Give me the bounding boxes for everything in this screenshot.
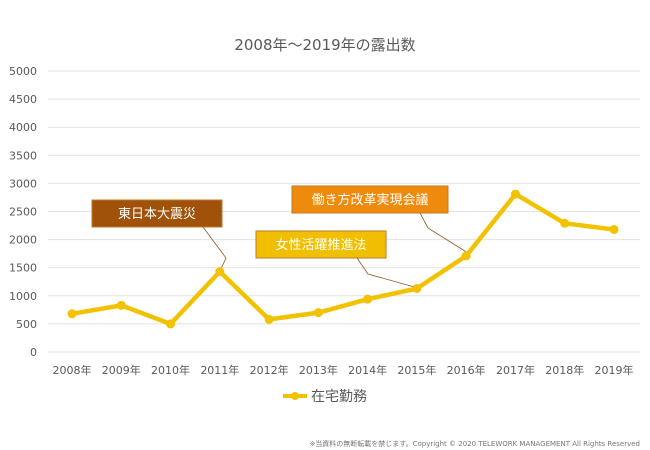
y-tick-label: 1500 [9, 262, 37, 275]
data-point [609, 224, 619, 234]
x-tick-label: 2018年 [545, 363, 584, 377]
annotation-leader-line [419, 212, 469, 254]
data-point [313, 308, 323, 318]
y-tick-label: 3500 [9, 149, 37, 162]
annotation-box [291, 185, 449, 214]
x-tick-label: 2019年 [595, 363, 634, 377]
x-tick-label: 2009年 [102, 363, 141, 377]
data-point [166, 319, 176, 329]
data-point [510, 189, 520, 199]
annotation-leader-line [202, 226, 227, 272]
x-tick-label: 2012年 [250, 363, 289, 377]
data-point [363, 294, 373, 304]
data-point [264, 314, 274, 324]
data-point [116, 300, 126, 310]
y-tick-label: 2500 [9, 206, 37, 219]
data-point [67, 309, 77, 319]
x-tick-label: 2015年 [397, 363, 436, 377]
y-tick-label: 4500 [9, 93, 37, 106]
y-tick-label: 4000 [9, 121, 37, 134]
y-tick-label: 1000 [9, 290, 37, 303]
data-point [461, 251, 471, 261]
chart-title: 2008年～2019年の露出数 [234, 36, 415, 54]
legend-label: 在宅勤務 [311, 389, 367, 405]
data-point [560, 218, 570, 228]
data-point [215, 267, 225, 277]
x-tick-label: 2014年 [348, 363, 387, 377]
y-tick-label: 5000 [9, 65, 37, 78]
x-tick-label: 2016年 [447, 363, 486, 377]
annotation-label: 働き方改革実現会議 [311, 192, 428, 208]
copyright-footer: ※当資料の無断転載を禁じます。Copyright © 2020 TELEWORK… [309, 440, 640, 448]
x-tick-label: 2011年 [200, 363, 239, 377]
y-tick-label: 3000 [9, 177, 37, 190]
x-tick-label: 2013年 [299, 363, 338, 377]
y-tick-label: 0 [30, 346, 37, 359]
data-point [412, 283, 422, 293]
x-tick-label: 2017年 [496, 363, 535, 377]
series-line-zaitaku [71, 191, 615, 327]
annotation-box [255, 230, 387, 259]
legend-point-marker [291, 392, 299, 400]
annotation-label: 女性活躍推進法 [275, 237, 366, 253]
x-tick-label: 2010年 [151, 363, 190, 377]
annotation-box [91, 199, 223, 228]
annotation-label: 東日本大震災 [118, 206, 196, 222]
y-tick-label: 500 [16, 318, 37, 331]
annotation-leader-line [356, 257, 419, 289]
x-tick-label: 2008年 [53, 363, 92, 377]
y-tick-label: 2000 [9, 234, 37, 247]
